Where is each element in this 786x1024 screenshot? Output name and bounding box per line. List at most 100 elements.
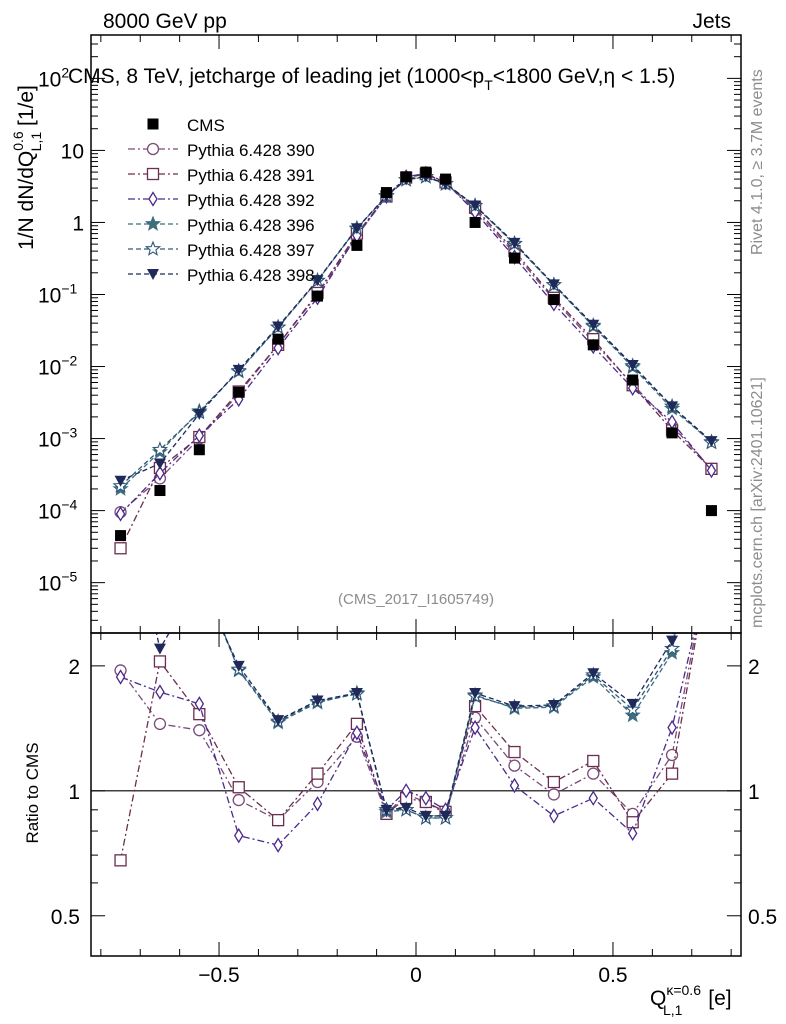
y-tick-base: 10 <box>38 573 61 596</box>
ratio-data-point <box>272 715 285 727</box>
legend-marker <box>147 118 159 130</box>
ratio-data-point <box>419 810 432 822</box>
ratio-data-point <box>400 802 413 814</box>
main-y-label-unit: [1/e] <box>15 85 38 132</box>
data-point <box>380 187 392 199</box>
main-y-tick-label: 10−5 <box>38 569 78 596</box>
ratio-data-point <box>665 767 679 780</box>
plot-title-main: CMS, 8 TeV, jetcharge of leading jet (10… <box>68 65 484 88</box>
ratio-data-point <box>233 827 244 844</box>
data-point <box>508 252 520 264</box>
legend-label: Pythia 6.428 397 <box>187 241 315 260</box>
data-point <box>469 216 481 228</box>
x-label-unit: [e] <box>702 987 731 1010</box>
ratio-data-point <box>587 767 600 780</box>
ratio-data-point <box>421 790 431 806</box>
legend-label: Pythia 6.428 396 <box>187 216 315 235</box>
legend-label: Pythia 6.428 391 <box>187 166 315 185</box>
ratio-data-point <box>547 775 561 789</box>
legend-label: CMS <box>187 116 225 135</box>
main-y-label-text: 1/N dN/dQ <box>15 151 38 250</box>
legend-marker <box>146 167 160 181</box>
ratio-data-point <box>508 759 521 772</box>
ratio-data-point <box>468 699 482 713</box>
data-point <box>312 290 324 302</box>
data-point <box>547 279 560 291</box>
ratio-data-point <box>626 698 639 710</box>
legend-label: Pythia 6.428 392 <box>187 191 315 210</box>
header-left: 8000 GeV pp <box>103 10 227 33</box>
data-point <box>706 462 717 479</box>
ratio-data-point <box>232 793 245 807</box>
data-point <box>155 465 165 481</box>
main-y-label-sup: 0.6 <box>10 131 26 151</box>
ratio-y-tick-label-right: 2 <box>748 656 760 679</box>
ratio-panel-frame <box>90 632 742 957</box>
ratio-data-point <box>508 701 521 713</box>
x-tick-label: 0 <box>410 964 422 987</box>
ratio-series-clipped <box>114 633 698 867</box>
x-tick-label: 0.5 <box>598 964 627 987</box>
ratio-panel-ticks: −0.5 0 0.5 0.5 0.5 1 1 2 2 <box>51 633 777 987</box>
ratio-data-point <box>115 669 126 685</box>
plot-title-sub: T <box>484 77 493 93</box>
ratio-series-line <box>120 633 697 821</box>
data-point <box>508 237 521 249</box>
ratio-data-point <box>193 724 206 737</box>
data-point <box>420 166 432 178</box>
ratio-data-point <box>624 706 641 723</box>
data-point <box>272 333 284 345</box>
main-y-tick-label: 10−4 <box>38 497 78 524</box>
ratio-data-point <box>469 688 482 700</box>
ratio-y-tick-label: 1 <box>68 781 80 804</box>
data-point <box>193 408 206 420</box>
data-point <box>114 542 127 555</box>
legend-label: Pythia 6.428 390 <box>187 141 315 160</box>
x-axis-label: Qκ=0.6 L,1 [e] <box>650 982 732 1018</box>
ratio-data-point <box>509 777 520 794</box>
ratio-data-point <box>587 668 600 680</box>
data-point <box>440 173 452 185</box>
ratio-data-point <box>587 754 600 768</box>
series-line <box>119 173 712 549</box>
main-y-tick-label: 1 <box>72 212 84 235</box>
ratio-data-point <box>114 854 127 867</box>
y-tick-exponent: −4 <box>61 497 77 513</box>
ratio-data-point <box>271 813 285 827</box>
ratio-y-axis-label: Ratio to CMS <box>23 742 42 843</box>
data-point <box>469 200 482 212</box>
ratio-data-point <box>439 810 452 822</box>
data-point <box>587 339 599 351</box>
main-y-tick-label: 10−1 <box>38 280 78 307</box>
main-y-tick-label: 10−2 <box>38 353 78 380</box>
data-point <box>705 505 717 517</box>
data-point <box>350 223 363 235</box>
ratio-series-line <box>120 633 695 846</box>
header-right: Jets <box>692 10 731 33</box>
ratio-data-point <box>350 688 363 700</box>
ratio-data-point <box>232 781 245 794</box>
x-label-sub: L,1 <box>663 1002 683 1018</box>
ratio-data-point <box>380 804 393 816</box>
ratio-data-point <box>663 640 681 656</box>
y-tick-exponent: −5 <box>61 569 77 585</box>
ratio-y-tick-label: 0.5 <box>51 906 80 929</box>
ratio-data-point <box>547 699 560 711</box>
series-line <box>120 175 712 482</box>
ratio-data-point <box>155 684 165 700</box>
ratio-data-point <box>352 725 362 741</box>
ratio-data-point <box>311 695 324 707</box>
data-point <box>194 427 205 444</box>
ratio-series-line <box>222 633 676 819</box>
ratio-data-point <box>312 796 323 812</box>
y-tick-base: 10 <box>38 357 61 380</box>
legend-marker <box>147 269 159 280</box>
analysis-id: (CMS_2017_I1605749) <box>338 591 494 608</box>
main-y-tick-label: 102 <box>38 64 69 91</box>
legend-marker <box>144 240 162 256</box>
data-point <box>272 321 285 333</box>
ratio-y-tick-label-right: 0.5 <box>748 906 777 929</box>
mcplots-reference: mcplots.cern.ch [arXiv:2401.10621] <box>749 377 766 628</box>
